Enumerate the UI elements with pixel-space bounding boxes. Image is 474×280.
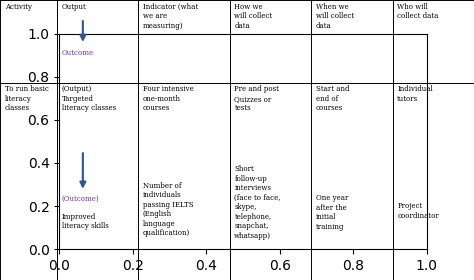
Text: Output: Output <box>62 3 86 11</box>
Text: Project
coordinator: Project coordinator <box>397 202 439 220</box>
Text: Who will
collect data: Who will collect data <box>397 3 438 20</box>
Text: Individual
tutors: Individual tutors <box>397 85 433 103</box>
Text: Short
follow-up
interviews
(face to face,
skype,
telephone,
snapchat,
whatsapp): Short follow-up interviews (face to face… <box>234 165 281 240</box>
Text: Improved
literacy skills: Improved literacy skills <box>62 213 108 230</box>
Text: (Output)
Targeted
literacy classes: (Output) Targeted literacy classes <box>62 85 116 112</box>
Text: Start and
end of
courses: Start and end of courses <box>316 85 349 112</box>
Text: Indicator (what
we are
measuring): Indicator (what we are measuring) <box>143 3 198 30</box>
Text: When we
will collect
data: When we will collect data <box>316 3 354 30</box>
Text: Four intensive
one-month
courses: Four intensive one-month courses <box>143 85 194 112</box>
Text: Number of
individuals
passing IELTS
(English
language
qualification): Number of individuals passing IELTS (Eng… <box>143 182 193 237</box>
Text: Pre and post
Quizzes or
tests: Pre and post Quizzes or tests <box>234 85 279 112</box>
Text: Activity: Activity <box>5 3 32 11</box>
Text: How we
will collect
data: How we will collect data <box>234 3 273 30</box>
Text: One year
after the
initial
training: One year after the initial training <box>316 194 348 231</box>
Text: (Outcome): (Outcome) <box>62 194 99 202</box>
Text: To run basic
literacy
classes: To run basic literacy classes <box>5 85 49 112</box>
Text: Outcome: Outcome <box>62 49 94 57</box>
